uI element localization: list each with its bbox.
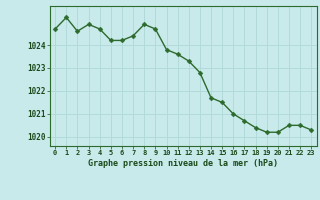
X-axis label: Graphe pression niveau de la mer (hPa): Graphe pression niveau de la mer (hPa) xyxy=(88,159,278,168)
